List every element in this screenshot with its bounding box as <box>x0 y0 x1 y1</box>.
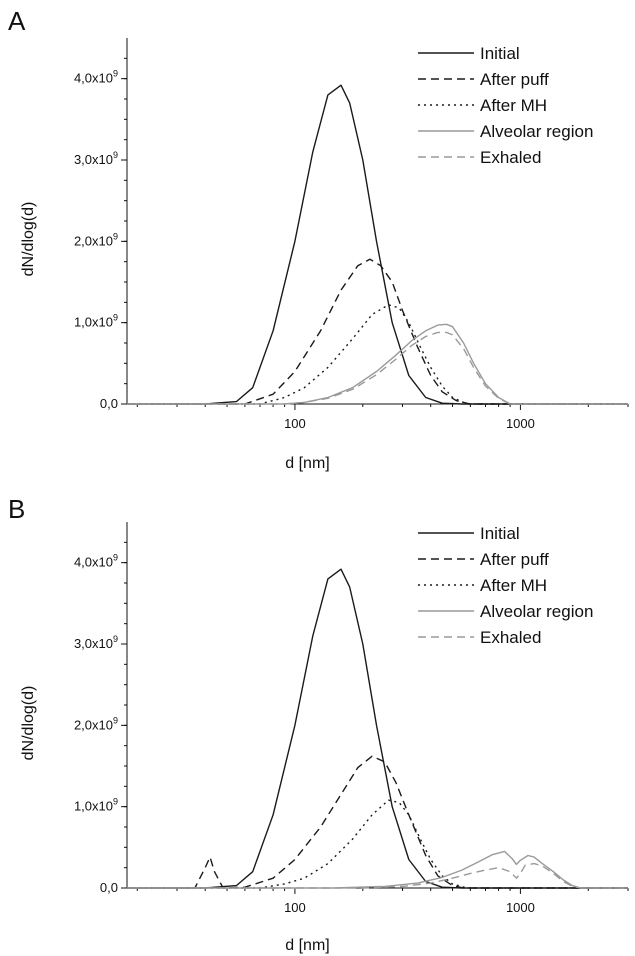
chart-panel-a: A 0,0 1,0x109 2,0x109 3,0x109 4,0x109 100 1000 d… <box>8 6 629 472</box>
x-tick-label: 1000 <box>506 416 535 431</box>
x-axis-label: d [nm] <box>285 455 329 472</box>
y-tick-label: 1,0x109 <box>74 313 118 330</box>
y-tick-label: 3,0x109 <box>74 634 118 651</box>
legend-label: Exhaled <box>480 628 541 647</box>
y-tick-label: 2,0x109 <box>74 715 118 732</box>
series-line-after-mh <box>127 799 628 889</box>
y-tick-label: 4,0x109 <box>74 69 118 86</box>
series-line-alveolar-region <box>127 323 628 405</box>
series-line-after-mh <box>127 304 628 405</box>
chart-panel-b: B 0,0 1,0x109 2,0x109 3,0x109 4,0x109 100 1000 d… <box>8 494 629 954</box>
series-line-after-puff <box>127 258 628 405</box>
legend-label: Exhaled <box>480 148 541 167</box>
y-tick-label: 2,0x109 <box>74 231 118 248</box>
y-tick-label: 1,0x109 <box>74 797 118 814</box>
x-tick-label: 100 <box>284 416 306 431</box>
y-tick-label: 4,0x109 <box>74 553 118 570</box>
legend-label: Initial <box>480 524 520 543</box>
legend-label: After puff <box>480 70 549 89</box>
legend-label: Alveolar region <box>480 602 593 621</box>
legend-label: Initial <box>480 44 520 63</box>
panel-label: A <box>8 6 26 36</box>
legend-label: After puff <box>480 550 549 569</box>
y-axis-label: dN/dlog(d) <box>20 202 37 277</box>
x-tick-label: 100 <box>284 900 306 915</box>
legend-label: After MH <box>480 576 547 595</box>
x-axis-label: d [nm] <box>285 937 329 954</box>
series-line-alveolar-region <box>127 850 628 889</box>
series-line-after-puff <box>127 755 628 889</box>
y-tick-label: 0,0 <box>100 396 118 411</box>
series-line-exhaled <box>127 331 628 405</box>
y-axis-label: dN/dlog(d) <box>20 686 37 761</box>
series-line-exhaled <box>127 862 628 889</box>
legend-label: After MH <box>480 96 547 115</box>
series-line-initial <box>127 568 628 889</box>
y-tick-label: 3,0x109 <box>74 150 118 167</box>
legend-label: Alveolar region <box>480 122 593 141</box>
series-line-initial <box>127 84 628 405</box>
y-tick-label: 0,0 <box>100 880 118 895</box>
x-tick-label: 1000 <box>506 900 535 915</box>
panel-label: B <box>8 494 25 524</box>
